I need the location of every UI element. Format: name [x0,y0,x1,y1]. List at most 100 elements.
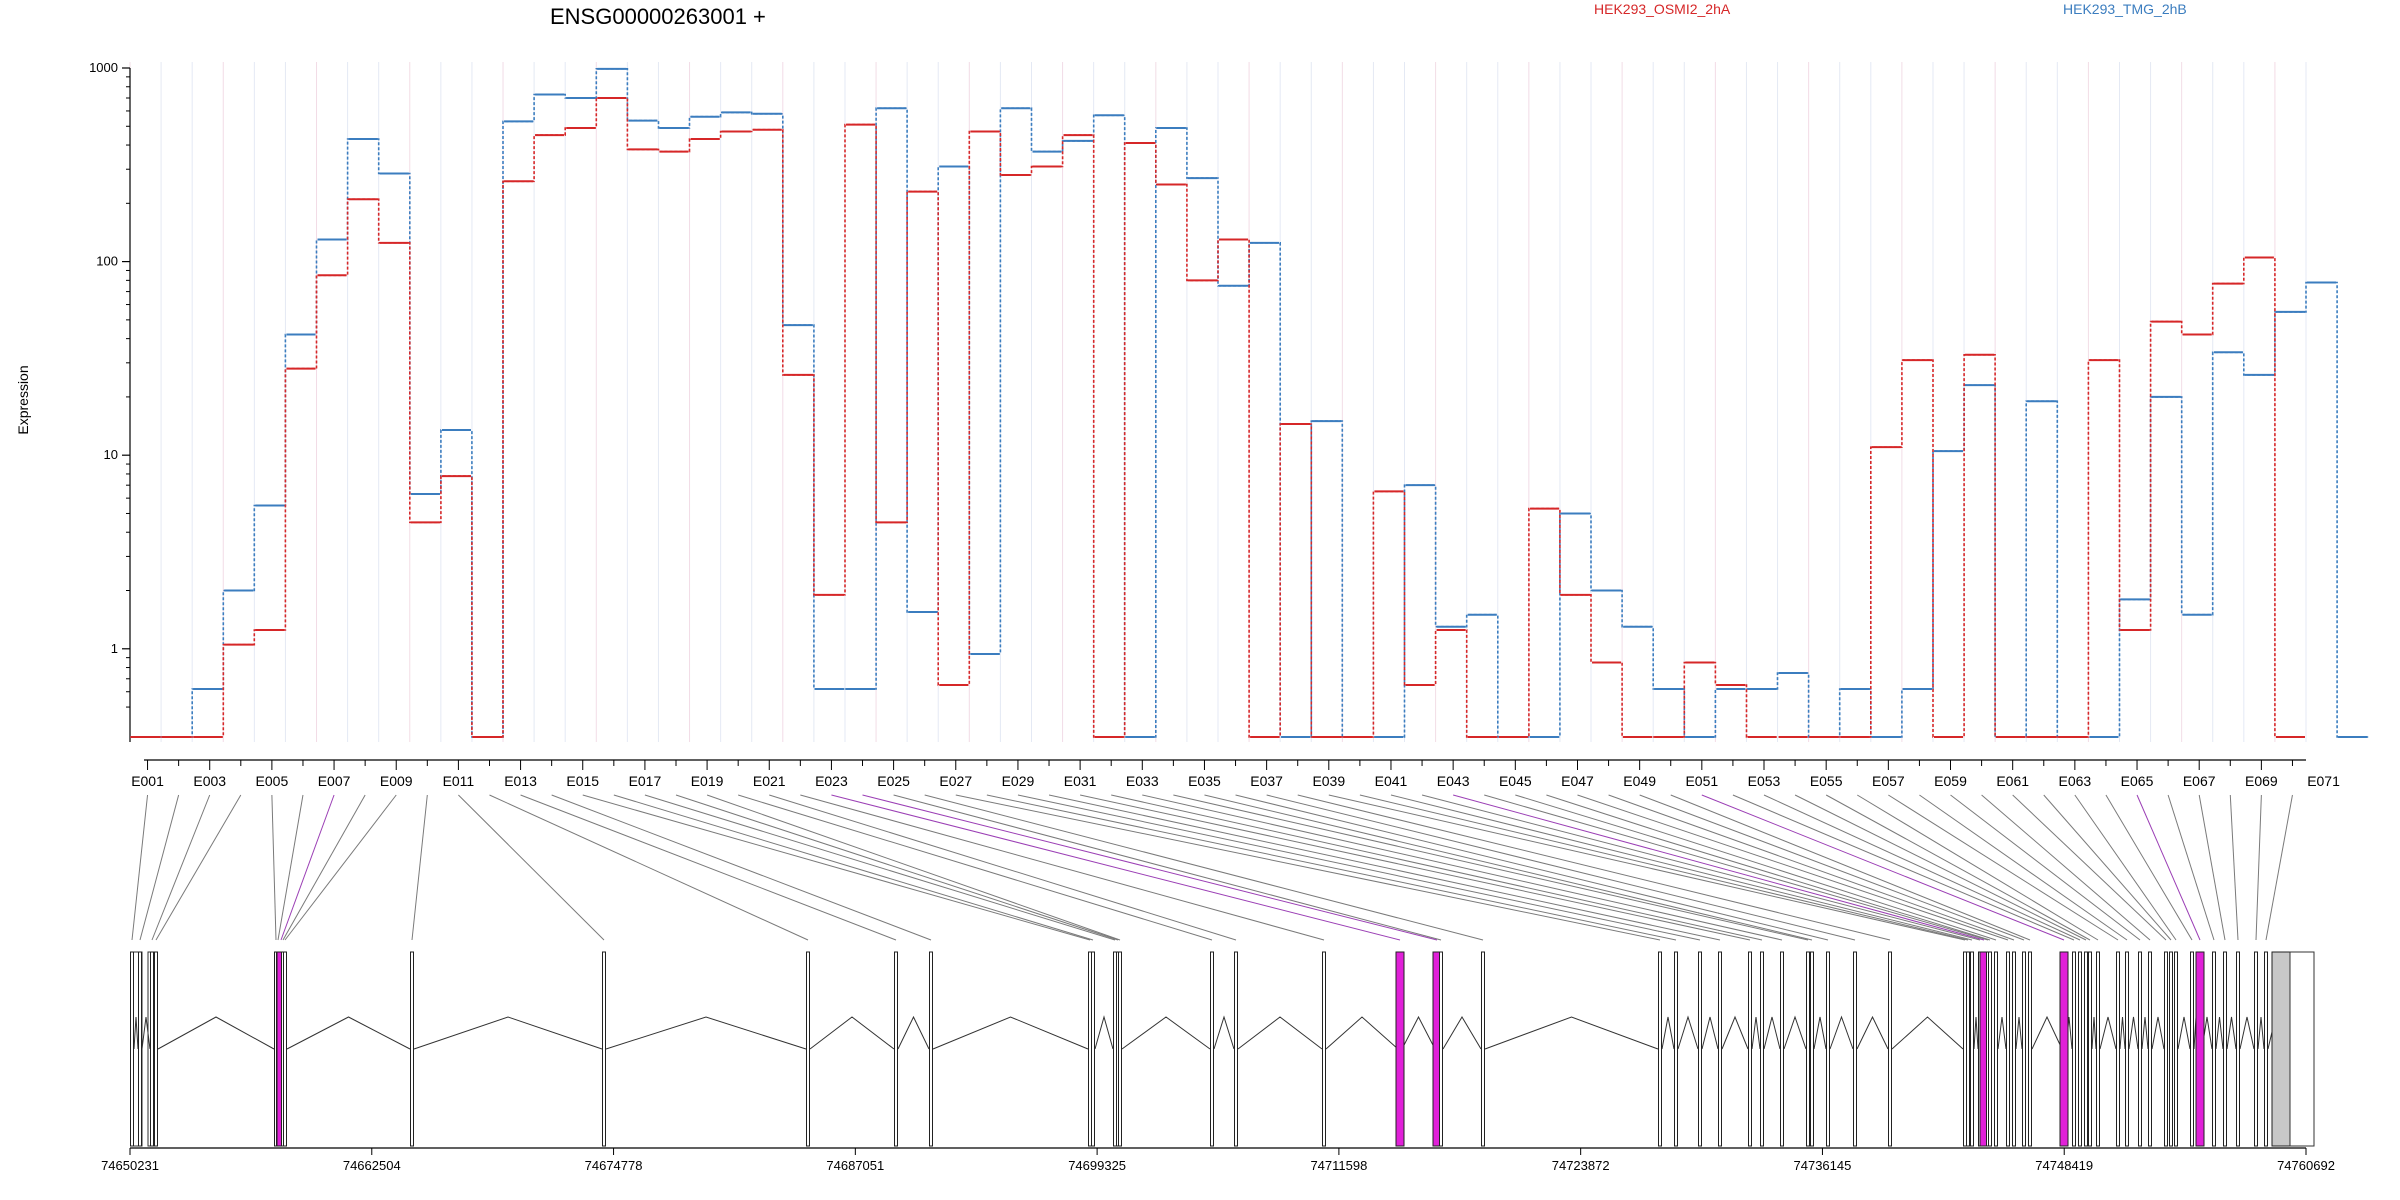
x-tick-label: E067 [2183,773,2216,789]
series-line-a [130,96,2306,738]
y-axis: 1 10 100 1000 [89,60,131,742]
coord-tick-label: 74736145 [1794,1158,1852,1173]
connector-line [2229,794,2239,941]
x-tick-label: E035 [1188,773,1221,789]
exon-box [1826,951,1830,1147]
exon-box [1760,951,1764,1147]
exon-box [2078,951,2082,1147]
connector-line [1359,794,1969,941]
connector-line [458,794,605,941]
connector-line [893,794,1442,941]
exon-box [2190,951,2194,1147]
exon-box [2264,951,2268,1147]
x-tick-label: E059 [1934,773,1967,789]
gene-model-track [130,951,2315,1147]
y-tick-label: 100 [96,254,118,269]
exon-box [1481,951,1485,1147]
exon-box [894,951,898,1147]
exon-box [1395,951,1405,1147]
exon-box [929,951,933,1147]
connector-line [2074,794,2177,941]
intron-zigzags [133,1015,2294,1050]
exon-box [2096,951,2100,1147]
exon-box [2125,951,2129,1147]
exon-box [1806,951,1810,1147]
exon-box [1748,951,1752,1147]
x-tick-label: E017 [629,773,662,789]
connector-line [551,794,932,941]
x-tick-label: E007 [318,773,351,789]
connector-line [1639,794,2025,941]
x-tick-label: E051 [1685,773,1718,789]
y-tick-label: 1 [111,641,118,656]
exon-box [138,951,142,1147]
x-tick-label: E039 [1312,773,1345,789]
connector-line [284,794,397,941]
exon-box [2254,951,2258,1147]
connector-line [2198,794,2226,941]
exon-box [602,951,606,1147]
x-tick-label: E031 [1064,773,1097,789]
connector-line [1515,794,1991,941]
exon-box [2164,951,2168,1147]
exon-box [1988,951,1992,1147]
connector-line [831,794,1401,941]
connector-line [1111,794,1763,941]
exon-box [2236,951,2240,1147]
connector-line [1763,794,2081,941]
exon-box [1674,951,1678,1147]
exon-box [1234,951,1238,1147]
connector-line [2265,794,2293,941]
connector-line [955,794,1661,941]
connector-line [139,794,180,941]
connector-line [282,794,366,941]
x-tick-label: E043 [1437,773,1470,789]
x-tick-label: E025 [877,773,910,789]
exon-box [2059,951,2069,1147]
coord-tick-label: 74723872 [1552,1158,1610,1173]
exon-box [1780,951,1784,1147]
connector-line [1484,794,1989,941]
exon-box [154,951,158,1147]
connector-line [1919,794,2128,941]
connector-line [1421,794,1981,941]
connector-line [769,794,1237,941]
y-axis-label: Expression [15,365,31,434]
x-tick-label: E065 [2121,773,2154,789]
connector-line [1981,794,2151,941]
exon-box [2169,951,2173,1147]
x-tick-label: E041 [1375,773,1408,789]
connector-line [1888,794,2119,941]
connector-line [1453,794,1985,941]
coord-tick-label: 74711598 [1310,1158,1367,1173]
x-tick-label: E015 [566,773,599,789]
x-tick-label: E013 [504,773,537,789]
connector-line [1670,794,2031,941]
coord-tick-label: 74760692 [2277,1158,2335,1173]
connector-line [1825,794,2091,941]
x-tick-label: E069 [2245,773,2278,789]
x-tick-label: E021 [753,773,786,789]
chart-title: ENSG00000263001 + [550,4,766,29]
x-tick-label: E023 [815,773,848,789]
coord-tick-label: 74748419 [2035,1158,2093,1173]
x-tick-label: E049 [1623,773,1656,789]
connector-line [1950,794,2141,941]
connector-line [2043,794,2172,941]
connector-line [1390,794,1973,941]
exon-box [2012,951,2016,1147]
connector-line [2012,794,2167,941]
exon-box [2088,951,2092,1147]
coord-tick-label: 74687051 [826,1158,884,1173]
connector-line [2105,794,2193,941]
exon-box [2138,951,2142,1147]
connector-line [1856,794,2099,941]
connector-line [613,794,1094,941]
exon-box [806,951,810,1147]
connector-line [1328,794,1966,941]
connector-line [1297,794,1891,941]
connector-line [1546,794,1997,941]
x-tick-label: E057 [1872,773,1905,789]
connector-line [277,794,304,941]
